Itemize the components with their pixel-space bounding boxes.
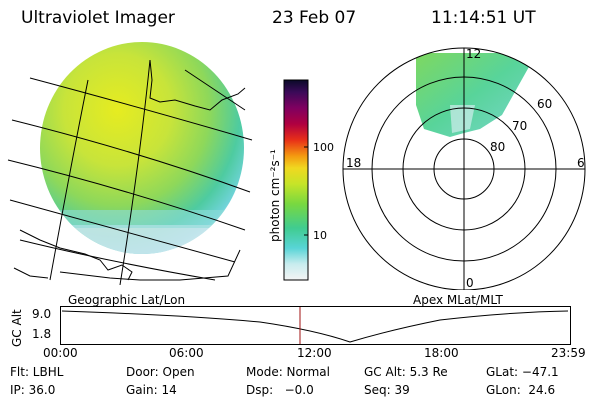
colorbar-label: photon cm⁻²s⁻¹ [268, 149, 282, 242]
geographic-image-panel [7, 42, 253, 285]
altitude-xtick-0000: 00:00 [43, 346, 78, 360]
filter-info: Flt: LBHL [10, 365, 64, 379]
altitude-plot-frame [60, 306, 571, 345]
colorbar [283, 79, 309, 281]
altitude-plot [60, 306, 571, 345]
altitude-xtick-1200: 12:00 [297, 346, 332, 360]
lat-lon-grid [7, 59, 253, 285]
date-label: 23 Feb 07 [272, 8, 357, 28]
coastline [13, 59, 246, 281]
mlt-label-6: 6 [577, 156, 585, 170]
mlat-label-70: 70 [512, 119, 528, 133]
altitude-xtick-1800: 18:00 [424, 346, 459, 360]
mlt-label-18: 18 [346, 156, 362, 170]
time-label: 11:14:51 UT [431, 8, 536, 28]
glon-info: GLon: 24.6 [486, 383, 556, 397]
altitude-xtick-0600: 06:00 [169, 346, 204, 360]
dsp-info: Dsp: −0.0 [246, 383, 314, 397]
apex-caption: Apex MLat/MLT [413, 293, 503, 307]
glat-info: GLat: −47.1 [486, 365, 559, 379]
geographic-caption: Geographic Lat/Lon [68, 293, 186, 307]
colorbar-tick-100: 100 [313, 141, 334, 154]
altitude-curve [61, 310, 569, 343]
mlat-label-80: 80 [490, 140, 506, 154]
altitude-ytick-high: 9.0 [32, 307, 52, 321]
altitude-ytick-low: 1.8 [32, 327, 52, 341]
gc-alt-info: GC Alt: 5.3 Re [364, 365, 448, 379]
gain-info: Gain: 14 [126, 383, 177, 397]
polar-plot [342, 47, 586, 290]
door-info: Door: Open [126, 365, 195, 379]
mlt-label-12: 12 [466, 47, 482, 61]
mlat-label-60: 60 [537, 97, 553, 111]
seq-info: Seq: 39 [364, 383, 410, 397]
altitude-ylabel: GC Alt [10, 309, 24, 347]
ip-info: IP: 36.0 [10, 383, 56, 397]
app-title: Ultraviolet Imager [21, 8, 175, 28]
mlt-label-0: 0 [466, 276, 474, 290]
polar-grid [342, 47, 586, 290]
uv-emission-disk [40, 42, 244, 254]
aurora-oval-segment [416, 53, 530, 137]
mode-info: Mode: Normal [246, 365, 330, 379]
colorbar-tick-10: 10 [313, 229, 327, 242]
altitude-xtick-2359: 23:59 [551, 346, 586, 360]
